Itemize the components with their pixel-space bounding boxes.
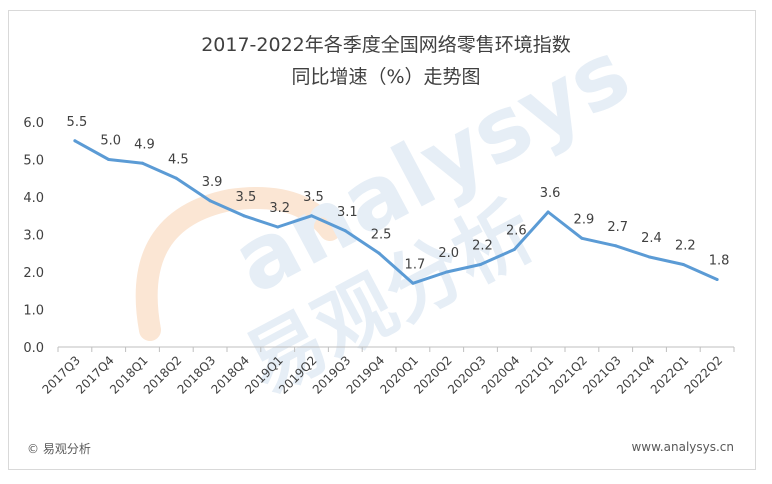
- data-label: 5.5: [67, 115, 88, 130]
- series-line: [73, 139, 719, 285]
- data-point: [208, 199, 212, 203]
- x-tick-label: 2022Q2: [682, 353, 726, 397]
- data-label: 2.9: [574, 212, 595, 227]
- data-point: [580, 236, 584, 240]
- y-tick-label: 2.0: [23, 266, 44, 281]
- watermark-logo-arc: [135, 187, 341, 341]
- data-point: [715, 278, 719, 281]
- data-point: [479, 263, 482, 266]
- data-label: 4.9: [134, 137, 155, 152]
- y-tick-label: 5.0: [23, 154, 44, 169]
- data-point: [107, 158, 111, 161]
- data-label: 2.6: [506, 224, 527, 239]
- data-label: 3.5: [303, 190, 324, 205]
- y-tick-label: 1.0: [23, 304, 44, 319]
- data-point: [546, 210, 550, 214]
- data-point: [276, 225, 280, 229]
- data-point: [73, 139, 77, 143]
- data-label: 2.5: [371, 227, 392, 242]
- data-label: 3.9: [202, 175, 223, 190]
- data-label: 2.4: [641, 231, 662, 246]
- copyright-text: © 易观分析: [27, 442, 91, 456]
- chart-title-line1: 2017-2022年各季度全国网络零售环境指数: [201, 34, 571, 56]
- data-label: 3.1: [337, 205, 358, 220]
- data-label: 1.7: [405, 257, 426, 272]
- series-polyline: [73, 139, 719, 285]
- y-tick-label: 0.0: [23, 341, 44, 356]
- data-point: [242, 214, 246, 218]
- data-point: [648, 255, 651, 259]
- data-point: [411, 281, 415, 285]
- data-point: [445, 270, 449, 274]
- data-label: 3.6: [540, 186, 561, 201]
- chart-frame: [8, 10, 756, 470]
- data-label: 2.2: [472, 239, 493, 254]
- data-label: 1.8: [709, 254, 730, 269]
- data-label: 3.2: [269, 201, 290, 216]
- y-tick-label: 3.0: [23, 229, 44, 244]
- data-label: 2.7: [607, 220, 628, 235]
- data-label: 4.5: [168, 152, 189, 167]
- data-label: 2.0: [438, 246, 459, 261]
- data-label: 2.2: [675, 239, 696, 254]
- data-point: [343, 229, 347, 233]
- data-label: 3.5: [236, 190, 257, 205]
- data-point: [174, 176, 178, 180]
- data-point: [377, 251, 381, 255]
- data-point: [512, 248, 516, 251]
- y-tick-label: 4.0: [23, 191, 44, 206]
- chart-title-line2: 同比增速（%）走势图: [291, 66, 481, 88]
- y-tick-label: 6.0: [23, 116, 44, 131]
- data-point: [681, 263, 685, 266]
- website-link[interactable]: www.analysys.cn: [631, 440, 734, 454]
- y-axis: 0.0 1.0 2.0 3.0 4.0 5.0 6.0: [23, 116, 44, 356]
- data-label: 5.0: [100, 134, 121, 149]
- data-labels: 5.5 5.0 4.9 4.5 3.9 3.5 3.2 3.5 3.1 2.5 1.7 2.0 2.2 2…: [67, 115, 730, 273]
- data-point: [614, 244, 618, 248]
- x-axis: 2017Q32017Q42018Q12018Q22018Q32018Q42019…: [39, 346, 735, 397]
- data-point: [141, 161, 144, 165]
- data-point: [310, 214, 313, 218]
